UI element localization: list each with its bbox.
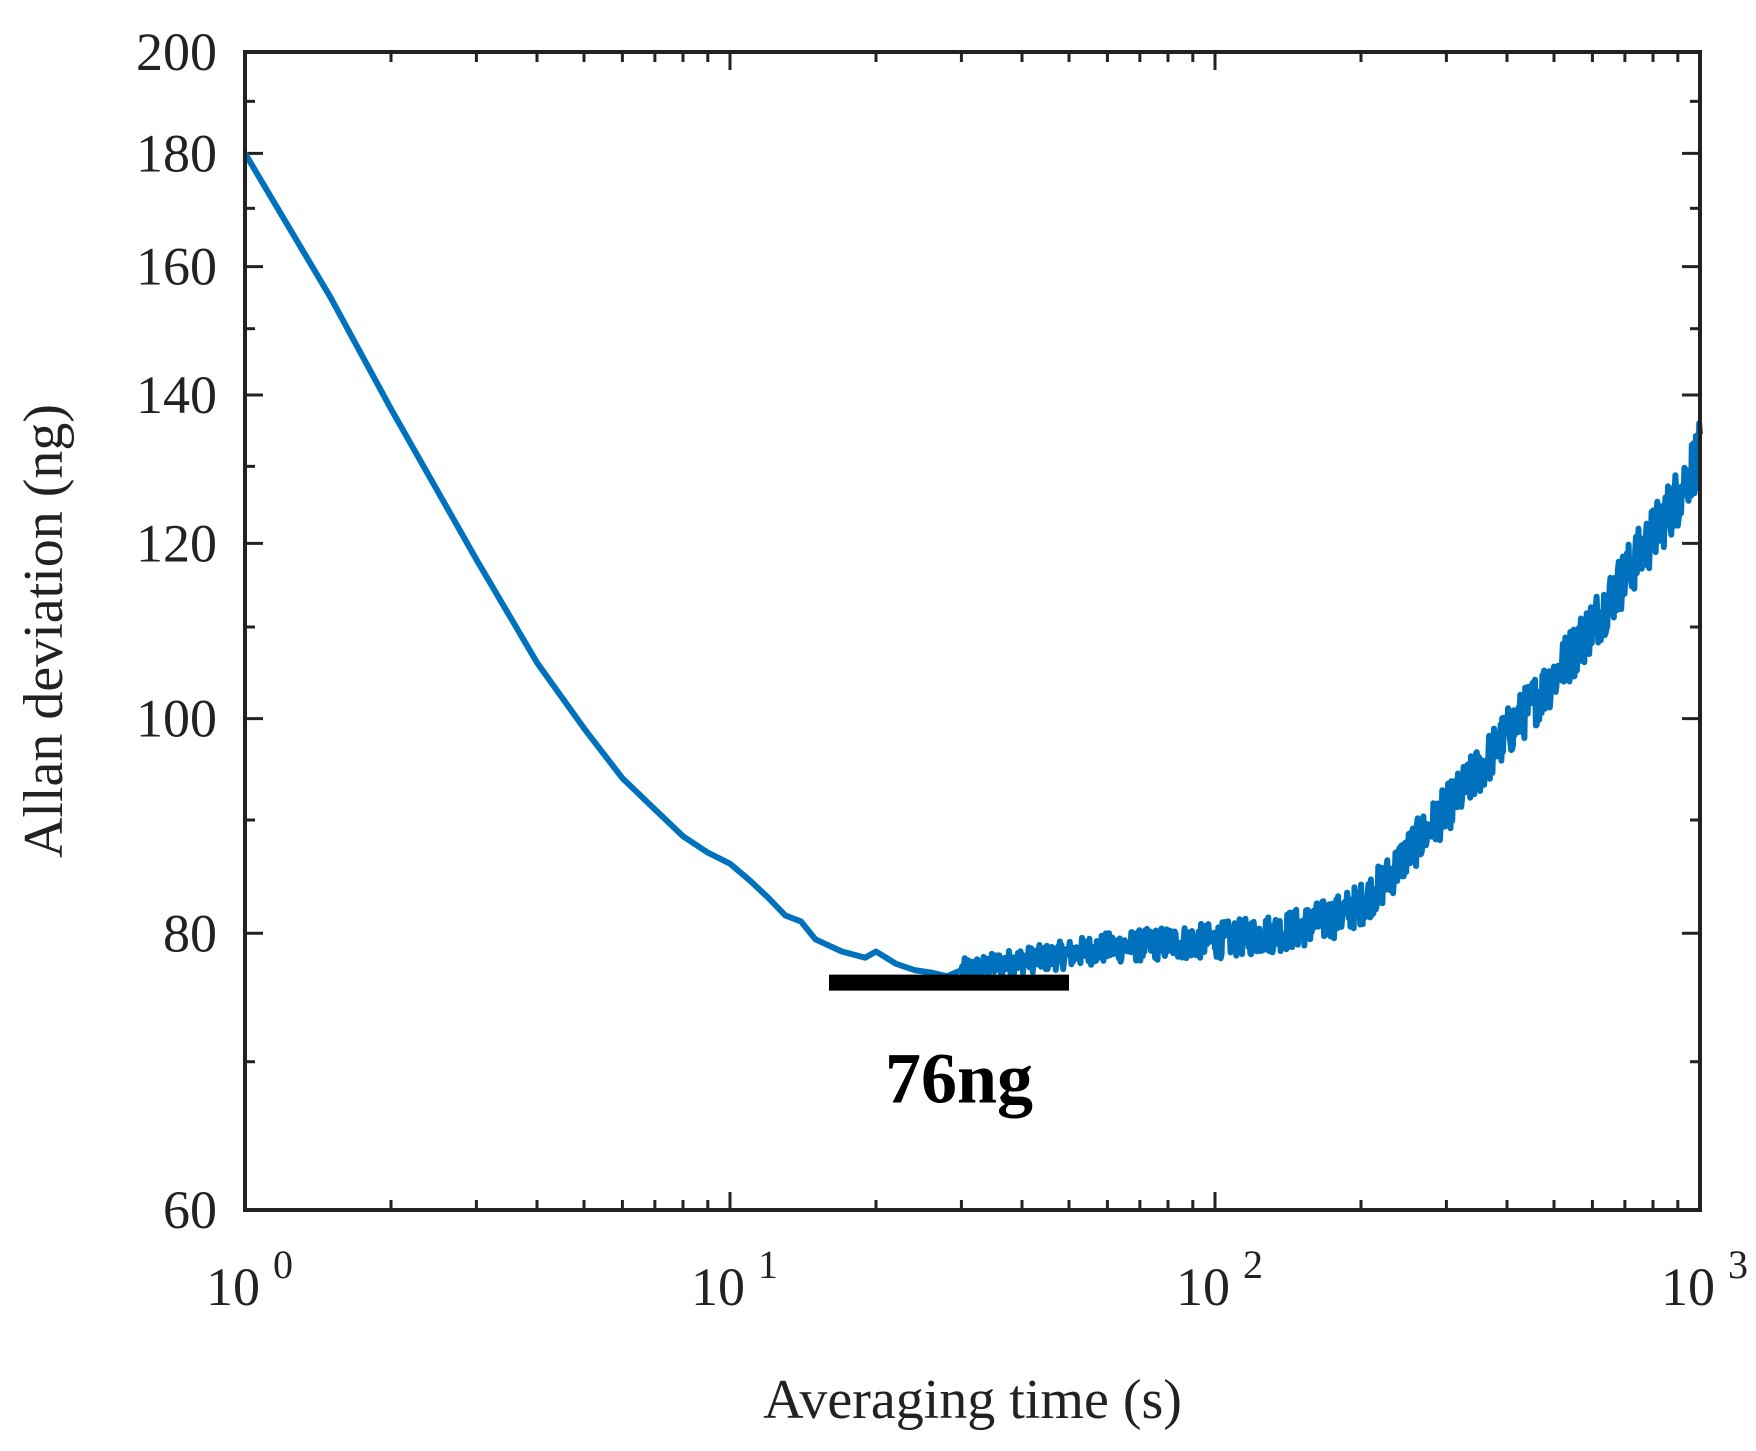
x-tick-label-exponent: 2: [1243, 1242, 1263, 1287]
x-tick-label: 10: [1176, 1257, 1230, 1317]
y-tick-label: 100: [136, 689, 217, 749]
minimum-label: 76ng: [885, 1039, 1033, 1119]
y-tick-labels: 60 80 100 120 140 160 180 200: [136, 22, 217, 1240]
series-line-allan-deviation: [242, 151, 1703, 981]
plot-frame: [243, 50, 1702, 1212]
series-layer: [242, 151, 1703, 981]
x-axis-label: Averaging time (s): [763, 1369, 1182, 1431]
x-tick-label-exponent: 1: [758, 1242, 778, 1287]
y-axis-label: Allan deviation (ng): [13, 404, 75, 858]
y-tick-label: 200: [136, 22, 217, 82]
x-tick-label: 10: [1661, 1257, 1715, 1317]
x-tick-label-exponent: 3: [1728, 1242, 1748, 1287]
y-tick-label: 60: [163, 1180, 217, 1240]
annotation-layer: 76ng: [828, 974, 1070, 1119]
x-tick-label-exponent: 0: [273, 1242, 293, 1287]
y-tick-label: 120: [136, 513, 217, 573]
x-tick-labels: 10 0 10 1 10 2 10 3: [206, 1242, 1748, 1317]
x-tick-label: 10: [691, 1257, 745, 1317]
y-tick-label: 140: [136, 365, 217, 425]
y-tick-label: 180: [136, 123, 217, 183]
y-tick-label: 160: [136, 237, 217, 297]
y-tick-label: 80: [163, 903, 217, 963]
axis-ticks: [243, 50, 1702, 1212]
x-tick-label: 10: [206, 1257, 260, 1317]
